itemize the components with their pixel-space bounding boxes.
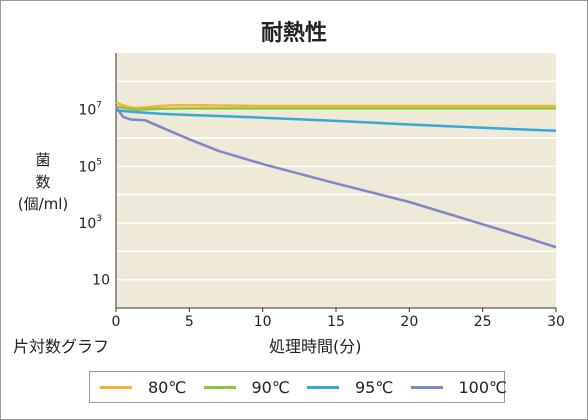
x-tick-label: 20 (400, 314, 418, 330)
y-axis-label-line: 数 (35, 173, 51, 191)
scale-note: 片対数グラフ (13, 337, 110, 356)
legend-swatch (307, 385, 339, 389)
series-line (115, 105, 556, 111)
x-tick-label: 15 (327, 314, 345, 330)
chart-title: 耐熱性 (260, 21, 327, 46)
legend-item: 90℃ (203, 372, 290, 402)
legend-item: 95℃ (307, 372, 393, 402)
series-line (115, 109, 557, 133)
legend-swatch (203, 385, 236, 389)
x-tick-label: 10 (254, 314, 272, 330)
x-tick-label: 25 (474, 314, 492, 330)
y-tick-label: 10 (92, 273, 110, 289)
y-axis-label-line: 菌 (35, 151, 51, 169)
y-tick-label: 105 (78, 157, 102, 175)
y-axis-label-line: (個/ml) (17, 195, 69, 213)
legend-label: 80℃ (148, 377, 187, 397)
y-tick-label: 103 (78, 214, 102, 232)
legend-label: 90℃ (251, 377, 290, 397)
x-tick-label: 5 (185, 314, 194, 330)
series-line (115, 106, 557, 249)
legend-item: 100℃ (410, 372, 508, 402)
legend-swatch (410, 385, 443, 389)
y-axis-label: 菌 数 (個/ml) (13, 149, 73, 215)
legend-label: 100℃ (458, 377, 508, 397)
legend-item: 80℃ (100, 372, 186, 402)
x-tick-label: 0 (112, 314, 121, 330)
legend: 80℃ 90℃ 95℃ 100℃ (89, 371, 508, 403)
legend-label: 95℃ (355, 377, 394, 397)
x-tick-label: 30 (547, 314, 565, 330)
plot-background (116, 53, 556, 308)
series-line (115, 101, 556, 110)
x-axis-label: 処理時間(分) (269, 337, 362, 356)
y-tick-label: 107 (78, 101, 102, 119)
legend-swatch (100, 385, 132, 389)
